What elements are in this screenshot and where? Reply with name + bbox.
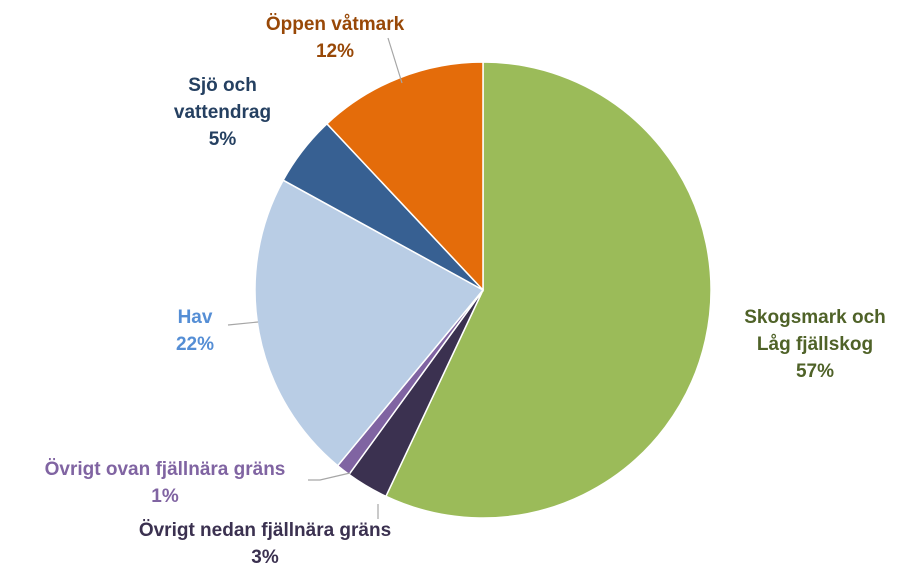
category-name: Övrigt nedan fjällnära gräns (138, 520, 392, 541)
leader-line (227, 321, 259, 326)
value-label: 3% (251, 547, 279, 568)
leader-line (387, 37, 403, 84)
value-label: 12% (315, 41, 355, 62)
value-label: 57% (795, 361, 835, 382)
pie-slice (254, 179, 485, 467)
slice-label: Öppen våtmark 12% (220, 11, 450, 65)
slice-label: Övrigt ovan fjällnära gräns 1% (0, 456, 330, 510)
slice-label: Övrigt nedan fjällnära gräns 3% (90, 517, 440, 571)
value-label: 5% (208, 129, 237, 150)
value-label: 22% (175, 334, 215, 355)
value-label: 1% (151, 486, 179, 507)
category-name: Sjö och vattendrag (173, 75, 272, 123)
slice-label: Sjö och vattendrag 5% (155, 72, 290, 153)
slice-label: Hav 22% (140, 304, 250, 358)
category-name: Skogsmark och Låg fjällskog (744, 307, 886, 355)
category-name: Öppen våtmark (265, 14, 405, 35)
pie-slice (384, 61, 712, 519)
category-name: Övrigt ovan fjällnära gräns (44, 459, 286, 480)
slice-label: Skogsmark och Låg fjällskog 57% (725, 304, 905, 385)
category-name: Hav (177, 307, 213, 328)
pie-slice (325, 61, 484, 292)
leader-line (308, 472, 351, 481)
